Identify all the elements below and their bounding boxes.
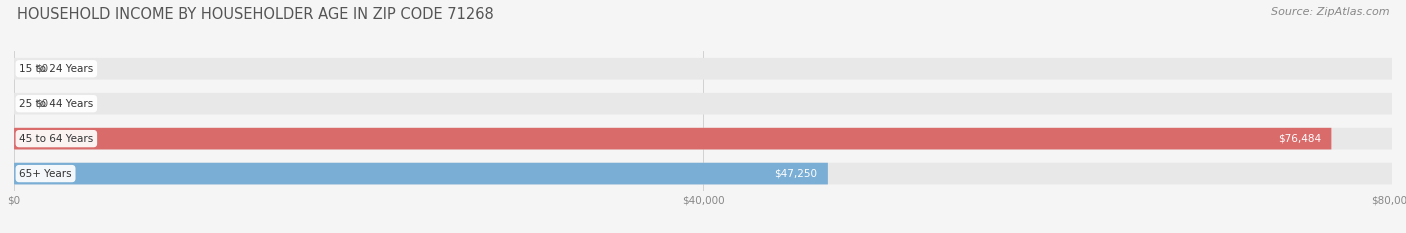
FancyBboxPatch shape <box>14 163 1392 185</box>
FancyBboxPatch shape <box>14 163 828 185</box>
Text: HOUSEHOLD INCOME BY HOUSEHOLDER AGE IN ZIP CODE 71268: HOUSEHOLD INCOME BY HOUSEHOLDER AGE IN Z… <box>17 7 494 22</box>
FancyBboxPatch shape <box>14 93 1392 115</box>
FancyBboxPatch shape <box>14 58 1392 80</box>
Text: 15 to 24 Years: 15 to 24 Years <box>20 64 93 74</box>
Text: $0: $0 <box>35 99 48 109</box>
FancyBboxPatch shape <box>14 128 1392 150</box>
Text: 45 to 64 Years: 45 to 64 Years <box>20 134 93 144</box>
Text: 65+ Years: 65+ Years <box>20 169 72 178</box>
FancyBboxPatch shape <box>14 128 1331 150</box>
Text: Source: ZipAtlas.com: Source: ZipAtlas.com <box>1271 7 1389 17</box>
Text: 25 to 44 Years: 25 to 44 Years <box>20 99 93 109</box>
Text: $47,250: $47,250 <box>775 169 817 178</box>
Text: $76,484: $76,484 <box>1278 134 1322 144</box>
Text: $0: $0 <box>35 64 48 74</box>
